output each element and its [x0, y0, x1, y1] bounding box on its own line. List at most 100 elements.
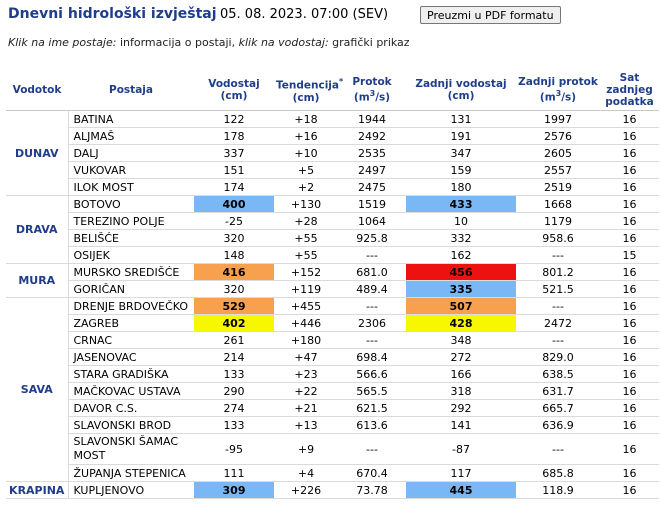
table-row: MAČKOVAC USTAVA 290 +22 565.5 318 631.7 16	[6, 382, 659, 400]
water-level-cell[interactable]: 133	[194, 416, 274, 434]
last-level-cell[interactable]: 347	[406, 144, 516, 162]
last-flow-cell: 1997	[516, 110, 600, 128]
station-link[interactable]: STARA GRADIŠKA	[68, 365, 194, 383]
last-level-cell[interactable]: 507	[406, 297, 516, 315]
last-level-cell[interactable]: 292	[406, 399, 516, 417]
water-level-cell[interactable]: 290	[194, 382, 274, 400]
trend-cell: +10	[274, 144, 338, 162]
trend-cell: +13	[274, 416, 338, 434]
last-level-cell[interactable]: 162	[406, 246, 516, 264]
table-row: CRNAC 261 +180 --- 348 --- 16	[6, 331, 659, 349]
water-level-cell[interactable]: 400	[194, 195, 274, 213]
station-link[interactable]: TEREZINO POLJE	[68, 212, 194, 230]
hint-station-click: Klik na ime postaje:	[8, 36, 117, 49]
water-level-cell[interactable]: 261	[194, 331, 274, 349]
station-link[interactable]: OSIJEK	[68, 246, 194, 264]
river-name: SAVA	[6, 297, 69, 482]
station-link[interactable]: ZAGREB	[68, 314, 194, 332]
trend-cell: +16	[274, 127, 338, 145]
last-level-cell[interactable]: 191	[406, 127, 516, 145]
trend-cell: +4	[274, 464, 338, 482]
last-level-cell[interactable]: 117	[406, 464, 516, 482]
last-level-cell[interactable]: 272	[406, 348, 516, 366]
last-level-cell[interactable]: 433	[406, 195, 516, 213]
hour-cell: 16	[600, 433, 659, 465]
water-level-cell[interactable]: 133	[194, 365, 274, 383]
trend-cell: +9	[274, 433, 338, 465]
hint-station-info: informacija o postaji,	[116, 36, 239, 49]
hour-cell: 16	[600, 229, 659, 247]
water-level-cell[interactable]: -95	[194, 433, 274, 465]
station-link[interactable]: BOTOVO	[68, 195, 194, 213]
water-level-cell[interactable]: 274	[194, 399, 274, 417]
trend-cell: +5	[274, 161, 338, 179]
station-link[interactable]: DAVOR C.S.	[68, 399, 194, 417]
last-level-cell[interactable]: 141	[406, 416, 516, 434]
download-pdf-button[interactable]: Preuzmi u PDF formatu	[420, 6, 561, 24]
last-level-cell[interactable]: 332	[406, 229, 516, 247]
last-level-cell[interactable]: 159	[406, 161, 516, 179]
table-body: DUNAV BATINA 122 +18 1944 131 1997 16 ALJMAŠ 178 +…	[6, 110, 659, 499]
station-link[interactable]: BATINA	[68, 110, 194, 128]
water-level-cell[interactable]: 320	[194, 280, 274, 298]
water-level-cell[interactable]: 402	[194, 314, 274, 332]
table-row: SAVA DRENJE BRDOVEČKO 529 +455 --- 507 --- 16	[6, 297, 659, 482]
last-level-cell[interactable]: 131	[406, 110, 516, 128]
river-name: MURA	[6, 263, 69, 298]
table-row: ŽUPANJA STEPENICA 111 +4 670.4 117 685.8 16	[6, 464, 659, 482]
station-link[interactable]: ALJMAŠ	[68, 127, 194, 145]
hour-cell: 16	[600, 348, 659, 366]
water-level-cell[interactable]: 529	[194, 297, 274, 315]
water-level-cell[interactable]: 309	[194, 481, 274, 499]
last-level-cell[interactable]: 456	[406, 263, 516, 281]
station-link[interactable]: VUKOVAR	[68, 161, 194, 179]
col-header-sat: Sat zadnjeg podatka	[600, 70, 659, 111]
last-flow-cell: 2605	[516, 144, 600, 162]
table-row: MURA MURSKO SREDIŠĆE 416 +152 681.0 456 801.2 1…	[6, 263, 659, 298]
last-level-cell[interactable]: -87	[406, 433, 516, 465]
station-link[interactable]: BELIŠĆE	[68, 229, 194, 247]
water-level-cell[interactable]: 416	[194, 263, 274, 281]
last-level-cell[interactable]: 180	[406, 178, 516, 196]
station-link[interactable]: GORIČAN	[68, 280, 194, 298]
water-level-cell[interactable]: 148	[194, 246, 274, 264]
station-link[interactable]: ILOK MOST	[68, 178, 194, 196]
last-level-cell[interactable]: 445	[406, 481, 516, 499]
report-title: Dnevni hidrološki izvještaj	[8, 6, 217, 22]
last-level-cell[interactable]: 318	[406, 382, 516, 400]
water-level-cell[interactable]: -25	[194, 212, 274, 230]
water-level-cell[interactable]: 214	[194, 348, 274, 366]
last-level-cell[interactable]: 428	[406, 314, 516, 332]
station-link[interactable]: MAČKOVAC USTAVA	[68, 382, 194, 400]
station-link[interactable]: ŽUPANJA STEPENICA	[68, 464, 194, 482]
table-row: ALJMAŠ 178 +16 2492 191 2576 16	[6, 127, 659, 145]
station-link[interactable]: DALJ	[68, 144, 194, 162]
station-link[interactable]: JASENOVAC	[68, 348, 194, 366]
station-link[interactable]: MURSKO SREDIŠĆE	[68, 263, 194, 281]
last-level-cell[interactable]: 166	[406, 365, 516, 383]
report-header: Dnevni hidrološki izvještaj 05. 08. 2023…	[8, 6, 658, 26]
flow-cell: 566.6	[338, 365, 406, 383]
water-level-cell[interactable]: 337	[194, 144, 274, 162]
station-link[interactable]: KUPLJENOVO	[68, 481, 194, 499]
water-level-cell[interactable]: 151	[194, 161, 274, 179]
last-flow-cell: ---	[516, 331, 600, 349]
last-level-cell[interactable]: 10	[406, 212, 516, 230]
trend-cell: +226	[274, 481, 338, 499]
col-header-vodostaj: Vodostaj (cm)	[194, 70, 274, 111]
water-level-cell[interactable]: 178	[194, 127, 274, 145]
water-level-cell[interactable]: 320	[194, 229, 274, 247]
flow-cell: 670.4	[338, 464, 406, 482]
water-level-cell[interactable]: 174	[194, 178, 274, 196]
last-level-cell[interactable]: 335	[406, 280, 516, 298]
station-link[interactable]: DRENJE BRDOVEČKO	[68, 297, 194, 315]
hour-cell: 16	[600, 195, 659, 213]
last-flow-cell: 2557	[516, 161, 600, 179]
water-level-cell[interactable]: 111	[194, 464, 274, 482]
last-level-cell[interactable]: 348	[406, 331, 516, 349]
station-link[interactable]: SLAVONSKI BROD	[68, 416, 194, 434]
water-level-cell[interactable]: 122	[194, 110, 274, 128]
station-link[interactable]: SLAVONSKI ŠAMAC MOST	[68, 433, 194, 465]
hour-cell: 16	[600, 416, 659, 434]
station-link[interactable]: CRNAC	[68, 331, 194, 349]
